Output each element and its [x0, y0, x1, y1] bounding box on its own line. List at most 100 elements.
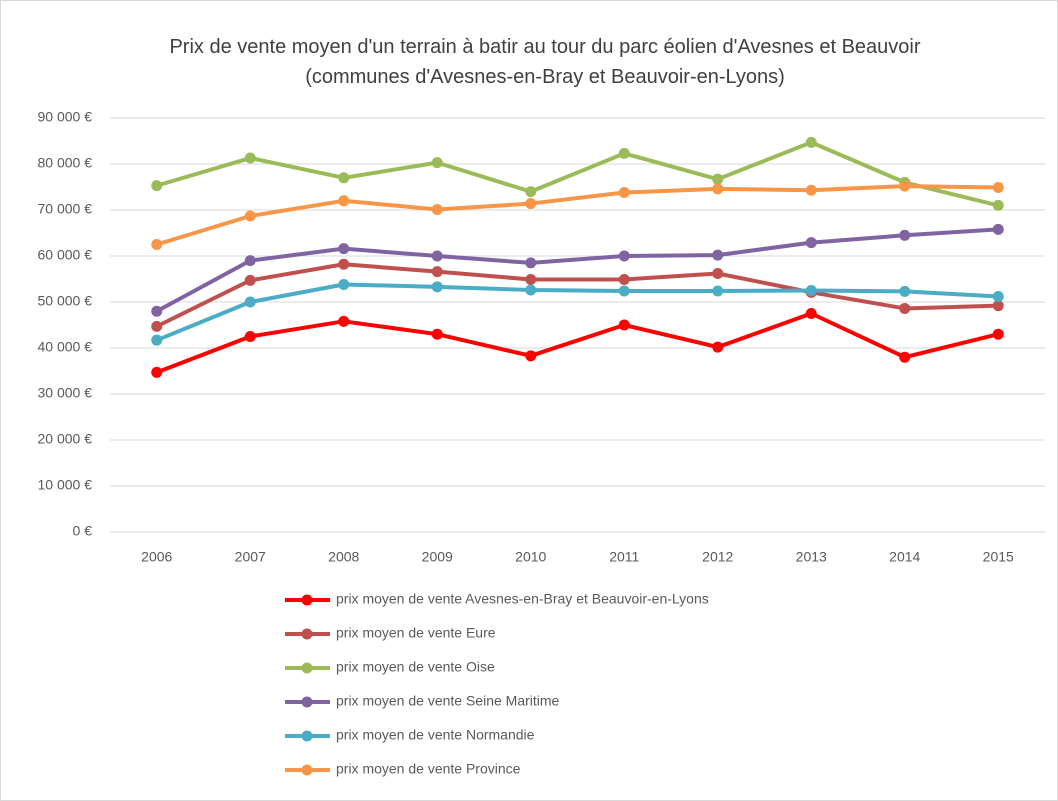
data-point — [805, 184, 817, 196]
x-tick-label: 2013 — [796, 549, 827, 565]
series-line — [156, 184, 999, 247]
data-point — [338, 258, 350, 270]
y-tick-label: 10 000 € — [38, 477, 93, 493]
data-point — [712, 173, 724, 185]
data-point — [151, 305, 163, 317]
series-line — [156, 311, 999, 375]
data-point — [244, 210, 256, 222]
data-point — [899, 285, 911, 297]
legend-label: prix moyen de vente Seine Maritime — [336, 693, 560, 709]
data-point — [992, 300, 1004, 312]
legend-label: prix moyen de vente Oise — [336, 659, 495, 675]
x-tick-label: 2007 — [235, 549, 266, 565]
legend-marker — [301, 730, 313, 742]
y-tick-label: 40 000 € — [38, 339, 93, 355]
data-point — [712, 341, 724, 353]
data-point — [244, 296, 256, 308]
data-point — [431, 250, 443, 262]
y-tick-label: 0 € — [73, 523, 93, 539]
data-point — [431, 328, 443, 340]
legend-label: prix moyen de vente Province — [336, 761, 521, 777]
data-point — [712, 285, 724, 297]
legend-marker — [301, 696, 313, 708]
chart-title: Prix de vente moyen d'un terrain à batir… — [169, 36, 921, 88]
data-point — [992, 223, 1004, 235]
data-point — [992, 181, 1004, 193]
data-point — [805, 136, 817, 148]
data-point — [151, 334, 163, 346]
data-point — [431, 157, 443, 169]
data-point — [525, 284, 537, 296]
data-point — [151, 239, 163, 250]
data-point — [618, 285, 630, 297]
data-point — [525, 186, 537, 198]
data-point — [431, 281, 443, 293]
data-point — [244, 274, 256, 286]
data-point — [805, 237, 817, 249]
data-point — [992, 199, 1004, 211]
data-point — [244, 152, 256, 164]
y-tick-label: 80 000 € — [38, 155, 93, 171]
data-point — [525, 257, 537, 269]
data-point — [992, 328, 1004, 340]
data-point — [618, 187, 630, 199]
data-point — [899, 302, 911, 314]
data-point — [338, 279, 350, 291]
data-point — [805, 308, 817, 319]
x-tick-label: 2010 — [515, 549, 546, 565]
data-point — [899, 229, 911, 241]
data-point — [338, 243, 350, 255]
data-point — [712, 249, 724, 261]
series-line — [155, 262, 999, 329]
data-point — [431, 204, 443, 216]
data-point — [244, 255, 256, 267]
data-point — [618, 319, 630, 331]
data-point — [899, 351, 911, 363]
x-tick-label: 2014 — [889, 549, 920, 565]
legend-label: prix moyen de vente Eure — [336, 625, 496, 641]
x-tick-label: 2009 — [422, 549, 453, 565]
data-point — [525, 350, 537, 362]
data-point — [525, 273, 537, 285]
data-point — [712, 267, 724, 279]
data-point — [712, 183, 724, 195]
data-point — [338, 195, 350, 207]
x-tick-label: 2012 — [702, 549, 733, 565]
data-point — [151, 180, 163, 192]
y-tick-label: 90 000 € — [38, 109, 93, 125]
y-tick-label: 30 000 € — [38, 385, 93, 401]
data-point — [338, 315, 350, 327]
series-line — [156, 140, 999, 208]
data-point — [899, 180, 911, 192]
data-point — [431, 266, 443, 278]
data-point — [151, 366, 163, 378]
legend-marker — [301, 764, 313, 776]
y-tick-label: 50 000 € — [38, 293, 93, 309]
data-point — [151, 320, 163, 332]
x-tick-label: 2015 — [983, 549, 1014, 565]
x-tick-label: 2011 — [609, 549, 639, 565]
series-line — [155, 282, 999, 343]
data-point — [618, 273, 630, 285]
x-tick-label: 2006 — [141, 549, 172, 565]
legend-marker — [301, 628, 313, 640]
legend-marker — [301, 594, 313, 606]
x-tick-label: 2008 — [328, 549, 359, 565]
legend-label: prix moyen de vente Avesnes-en-Bray et B… — [336, 591, 709, 607]
y-tick-label: 20 000 € — [38, 431, 93, 447]
series-line — [155, 227, 999, 313]
data-point — [618, 147, 630, 159]
data-point — [992, 290, 1004, 302]
y-tick-label: 60 000 € — [38, 247, 93, 263]
data-point — [244, 331, 256, 342]
data-point — [805, 285, 817, 296]
data-point — [338, 172, 350, 184]
legend-label: prix moyen de vente Normandie — [336, 727, 535, 743]
y-tick-label: 70 000 € — [38, 201, 93, 217]
data-point — [618, 250, 630, 262]
data-point — [525, 198, 537, 210]
legend-marker — [301, 662, 313, 674]
